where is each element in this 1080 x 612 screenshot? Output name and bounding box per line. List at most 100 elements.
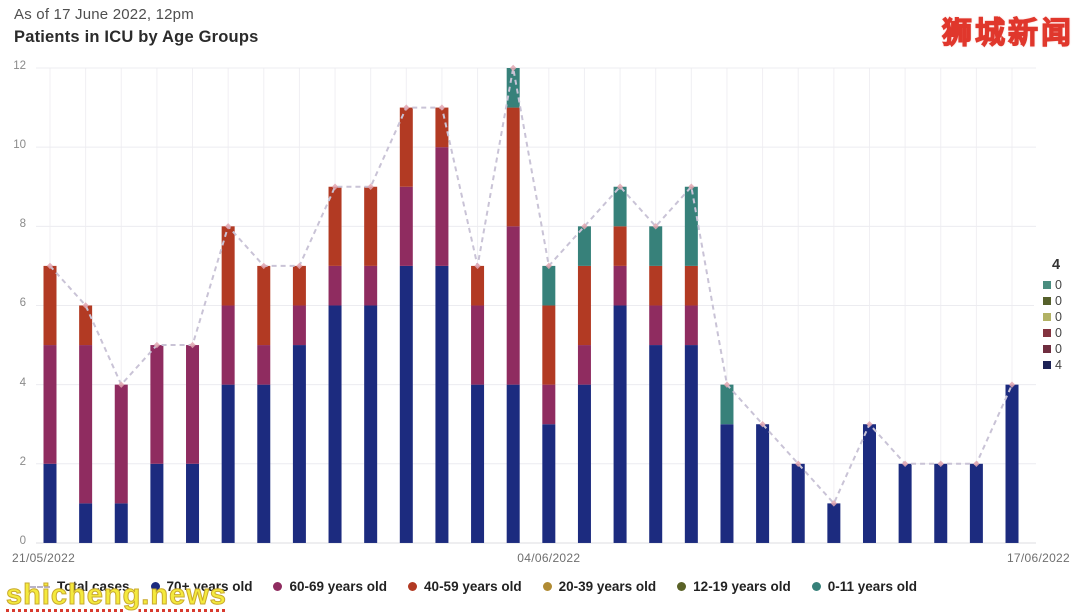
- series-dot-icon: [408, 582, 418, 591]
- bar-segment-60-69-years-old[interactable]: [577, 345, 591, 385]
- bar-segment-70+-years-old[interactable]: [186, 463, 200, 543]
- y-axis-tick-label: 10: [13, 139, 26, 152]
- bar-segment-0-11-years-old[interactable]: [542, 265, 556, 306]
- bar-segment-40-59-years-old[interactable]: [292, 265, 306, 306]
- x-axis-tick-label: 04/06/2022: [517, 551, 581, 565]
- tooltip-row-value: 0: [1055, 310, 1062, 324]
- total-cases-marker: [403, 104, 410, 111]
- bar-segment-70+-years-old[interactable]: [791, 463, 805, 543]
- bar-segment-0-11-years-old[interactable]: [613, 186, 627, 227]
- bar-segment-60-69-years-old[interactable]: [435, 147, 449, 266]
- total-cases-marker: [937, 460, 944, 467]
- total-cases-marker: [901, 460, 909, 467]
- bar-segment-60-69-years-old[interactable]: [684, 305, 698, 346]
- total-cases-marker: [296, 262, 303, 270]
- total-cases-marker: [652, 223, 659, 230]
- bar-segment-40-59-years-old[interactable]: [542, 305, 556, 385]
- bar-segment-70+-years-old[interactable]: [577, 384, 591, 543]
- bar-segment-70+-years-old[interactable]: [898, 463, 912, 543]
- bar-segment-60-69-years-old[interactable]: [292, 305, 306, 346]
- bar-segment-70+-years-old[interactable]: [684, 345, 698, 543]
- bar-segment-70+-years-old[interactable]: [328, 305, 342, 543]
- site-logo: 狮城新闻: [941, 16, 1074, 50]
- tooltip-rows: 0 0 0 0 0 4: [1034, 277, 1078, 373]
- series-swatch: [1043, 281, 1051, 289]
- bar-segment-60-69-years-old[interactable]: [399, 186, 413, 266]
- bar-segment-40-59-years-old[interactable]: [577, 265, 591, 346]
- total-cases-marker: [82, 302, 89, 309]
- bar-segment-70+-years-old[interactable]: [221, 384, 235, 543]
- bar-segment-70+-years-old[interactable]: [506, 384, 520, 543]
- bar-segment-60-69-years-old[interactable]: [257, 345, 271, 385]
- bar-segment-40-59-years-old[interactable]: [649, 265, 663, 306]
- legend-item-20-39-years-old: 20-39 years old: [542, 579, 657, 594]
- legend-item-70+-years-old: 70+ years old: [150, 579, 252, 594]
- bar-segment-70+-years-old[interactable]: [79, 503, 93, 543]
- bar-segment-70+-years-old[interactable]: [720, 424, 734, 543]
- bar-segment-70+-years-old[interactable]: [471, 384, 485, 543]
- bar-segment-40-59-years-old[interactable]: [257, 265, 271, 346]
- bar-segment-0-11-years-old[interactable]: [720, 384, 734, 425]
- bar-segment-70+-years-old[interactable]: [114, 503, 128, 543]
- bar-segment-70+-years-old[interactable]: [364, 305, 378, 543]
- bar-segment-40-59-years-old[interactable]: [43, 265, 57, 346]
- bar-segment-60-69-years-old[interactable]: [43, 345, 57, 464]
- bar-segment-70+-years-old[interactable]: [150, 463, 164, 543]
- series-dot-icon: [811, 582, 821, 591]
- bar-segment-40-59-years-old[interactable]: [79, 305, 93, 346]
- bar-segment-70+-years-old[interactable]: [756, 424, 770, 543]
- bar-segment-60-69-years-old[interactable]: [471, 305, 485, 385]
- bar-segment-60-69-years-old[interactable]: [613, 265, 627, 306]
- bar-segment-60-69-years-old[interactable]: [79, 345, 93, 504]
- bar-segment-60-69-years-old[interactable]: [221, 305, 235, 385]
- bar-segment-60-69-years-old[interactable]: [649, 305, 663, 346]
- bar-segment-70+-years-old[interactable]: [542, 424, 556, 543]
- bar-segment-0-11-years-old[interactable]: [649, 226, 663, 266]
- bar-segment-40-59-years-old[interactable]: [328, 186, 342, 266]
- bar-segment-40-59-years-old[interactable]: [399, 107, 413, 187]
- bar-segment-70+-years-old[interactable]: [399, 265, 413, 543]
- bar-segment-40-59-years-old[interactable]: [684, 265, 698, 306]
- bar-segment-70+-years-old[interactable]: [43, 463, 57, 543]
- page-title: Patients in ICU by Age Groups: [14, 28, 259, 46]
- y-axis-tick-label: 12: [13, 60, 26, 72]
- bar-segment-70+-years-old[interactable]: [292, 345, 306, 543]
- series-swatch: [1043, 361, 1051, 369]
- bar-segment-60-69-years-old[interactable]: [506, 226, 520, 385]
- series-dot-icon: [273, 582, 283, 591]
- bar-segment-40-59-years-old[interactable]: [221, 226, 235, 306]
- total-cases-marker: [331, 183, 339, 190]
- series-dot-icon: [150, 582, 160, 591]
- bar-segment-40-59-years-old[interactable]: [506, 107, 520, 227]
- bar-segment-60-69-years-old[interactable]: [186, 345, 200, 464]
- bar-segment-70+-years-old[interactable]: [1005, 384, 1019, 543]
- tooltip-row-value: 0: [1055, 278, 1062, 292]
- bar-segment-70+-years-old[interactable]: [613, 305, 627, 543]
- bar-segment-40-59-years-old[interactable]: [471, 265, 485, 306]
- legend-item-label: 20-39 years old: [558, 579, 657, 594]
- bar-segment-60-69-years-old[interactable]: [114, 384, 128, 504]
- bar-segment-60-69-years-old[interactable]: [150, 345, 164, 464]
- bar-segment-60-69-years-old[interactable]: [542, 384, 556, 425]
- bar-segment-70+-years-old[interactable]: [435, 265, 449, 543]
- series-swatch: [1043, 329, 1051, 337]
- bar-segment-0-11-years-old[interactable]: [506, 68, 520, 108]
- bar-segment-70+-years-old[interactable]: [649, 345, 663, 543]
- bar-segment-60-69-years-old[interactable]: [364, 265, 378, 306]
- bar-segment-60-69-years-old[interactable]: [328, 265, 342, 306]
- bar-segment-70+-years-old[interactable]: [827, 503, 841, 543]
- watermark: shicheng.news: [6, 579, 227, 612]
- bar-segment-0-11-years-old[interactable]: [684, 186, 698, 266]
- bar-segment-0-11-years-old[interactable]: [577, 226, 591, 266]
- bar-segment-70+-years-old[interactable]: [934, 463, 948, 543]
- bar-segment-40-59-years-old[interactable]: [364, 186, 378, 266]
- tooltip-row: 0: [1034, 309, 1078, 325]
- bar-segment-70+-years-old[interactable]: [862, 424, 876, 543]
- x-axis-tick-label: 21/05/2022: [12, 551, 76, 565]
- legend-item-label: 12-19 years old: [693, 579, 791, 594]
- bar-segment-40-59-years-old[interactable]: [613, 226, 627, 266]
- total-cases-marker: [723, 381, 731, 388]
- bar-segment-70+-years-old[interactable]: [257, 384, 271, 543]
- bar-segment-70+-years-old[interactable]: [969, 463, 983, 543]
- legend-item-label: 60-69 years old: [289, 579, 388, 594]
